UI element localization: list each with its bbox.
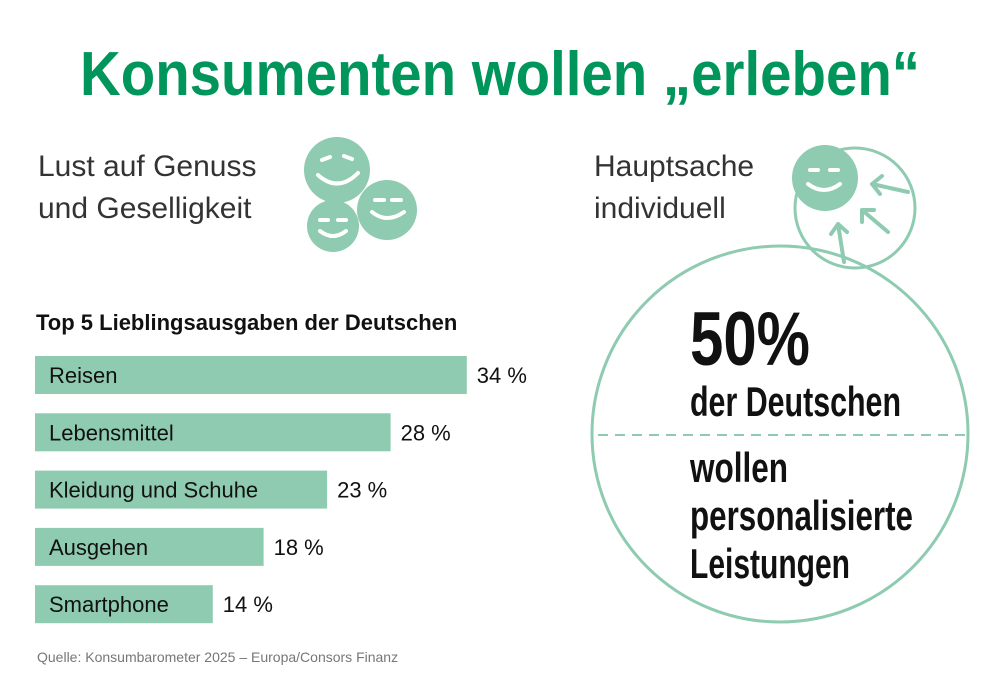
value-label: 28 % xyxy=(401,420,451,445)
bar xyxy=(35,413,391,452)
bar xyxy=(35,585,213,624)
category-label: Smartphone xyxy=(49,592,169,617)
bar xyxy=(35,470,328,509)
highlight-line: wollen xyxy=(689,444,788,491)
chart-title: Top 5 Lieblingsausgaben der Deutschen xyxy=(36,310,457,335)
highlight-line: Leistungen xyxy=(690,540,850,587)
bar xyxy=(35,527,264,566)
highlight-circle xyxy=(590,244,970,624)
value-label: 14 % xyxy=(223,592,273,617)
bar-chart: Reisen 34 % Lebensmittel 28 % Kleidung und S… xyxy=(35,356,527,624)
value-label: 23 % xyxy=(337,478,387,503)
bar xyxy=(35,356,467,394)
title: Konsumenten wollen „erleben“ xyxy=(80,40,920,109)
right-heading: individuell xyxy=(594,192,726,225)
highlight-figure: 50% xyxy=(690,297,810,382)
highlight-line: der Deutschen xyxy=(690,378,901,425)
value-label: 18 % xyxy=(274,535,324,560)
smiley-icons xyxy=(304,137,417,252)
category-label: Kleidung und Schuhe xyxy=(49,478,258,503)
right-heading: Hauptsache xyxy=(594,150,754,183)
category-label: Lebensmittel xyxy=(49,420,174,445)
category-label: Reisen xyxy=(49,363,117,388)
left-heading: und Geselligkeit xyxy=(38,192,252,225)
value-label: 34 % xyxy=(477,363,527,388)
left-heading: Lust auf Genuss xyxy=(38,150,256,183)
highlight-line: personalisierte xyxy=(690,492,913,539)
category-label: Ausgehen xyxy=(49,535,148,560)
individual-icon xyxy=(792,145,917,270)
source: Quelle: Konsumbarometer 2025 – Europa/Co… xyxy=(37,649,398,665)
